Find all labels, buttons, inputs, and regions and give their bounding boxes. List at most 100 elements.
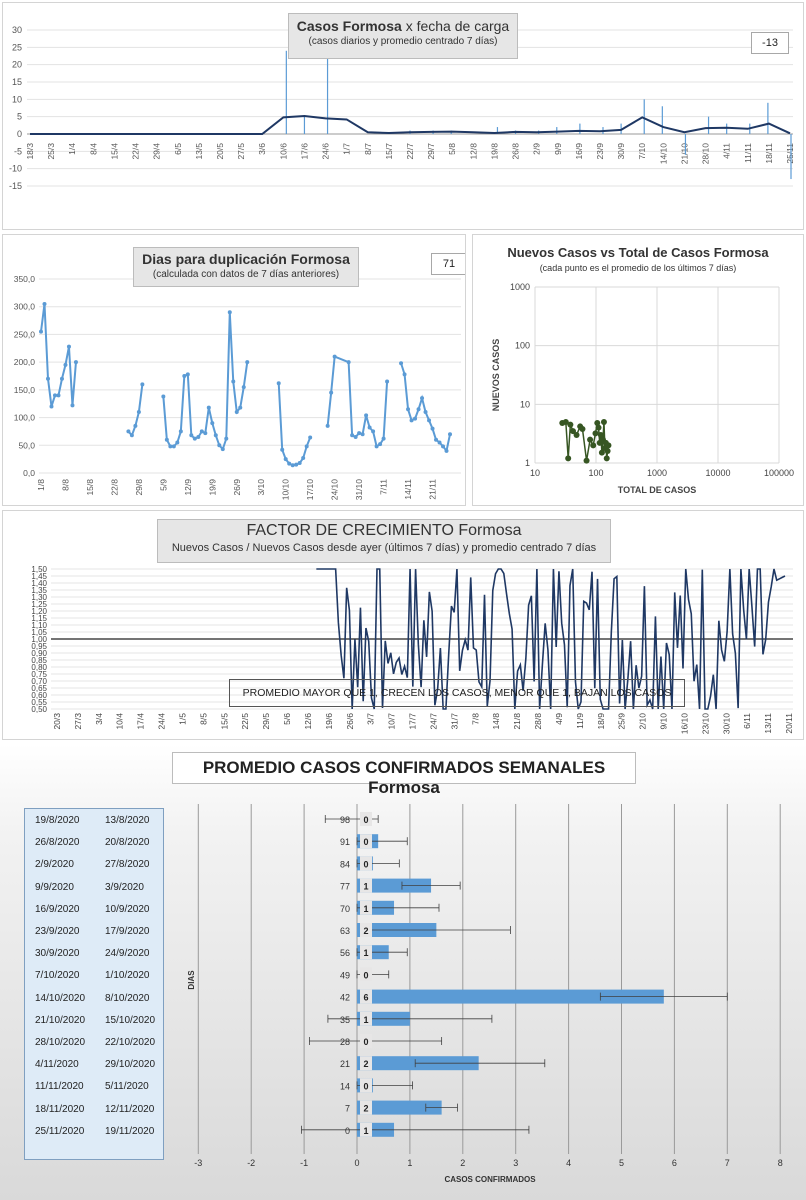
duplication-point	[357, 431, 362, 436]
days-label: 98	[340, 815, 350, 825]
week-start-date: 19/11/2020	[105, 1125, 155, 1137]
x-tick-label: 1	[407, 1158, 412, 1168]
y-tick-label: 0,55	[31, 698, 47, 707]
x-tick-label: 17/7	[408, 713, 418, 730]
y-tick-label: 10	[12, 94, 22, 104]
days-label: 49	[340, 970, 350, 980]
x-tick-label: -2	[247, 1158, 255, 1168]
y-tick-label: 300,0	[14, 302, 36, 312]
week-end-date: 16/9/2020	[35, 903, 80, 915]
duplication-point	[66, 344, 71, 349]
y-axis-label: DIAS	[187, 970, 196, 990]
week-end-date: 14/10/2020	[35, 992, 86, 1004]
casos-title-suffix: x fecha de carga	[405, 18, 510, 34]
scatter-point	[573, 432, 580, 439]
y-tick-label: 0,75	[31, 670, 47, 679]
duplication-point	[276, 381, 281, 386]
casos-chart-svg: 30 25 20 15 10 5 0 -5 -10 -15 18/3 25/3 1/4 8/4 15/4 22…	[9, 25, 795, 191]
x-tick-label: 19/6	[324, 713, 334, 730]
week-start-date: 5/11/2020	[105, 1081, 149, 1093]
duplicacion-title: Dias para duplicación Formosa	[142, 251, 350, 267]
x-tick-label: 22/7	[405, 143, 415, 160]
duplication-point	[140, 382, 145, 387]
duplication-point	[406, 407, 411, 412]
scatter-point	[570, 428, 577, 435]
x-tick-label: 29/7	[426, 143, 436, 160]
factor-chart-panel: 1,50 1,45 1,40 1,35 1,30 1,25 1,20 1,15 1,10 1,05…	[2, 510, 804, 740]
y-tick-label: 20	[12, 60, 22, 70]
x-tick-label: 19/8	[489, 143, 499, 160]
value-label: 0	[363, 859, 368, 869]
week-start-date: 24/9/2020	[105, 948, 150, 960]
x-tick-label: 29/4	[152, 143, 162, 160]
duplication-point	[367, 425, 372, 430]
days-label: 84	[340, 859, 350, 869]
x-tick-label: 28/10	[701, 143, 711, 165]
value-label-bg	[360, 1034, 372, 1048]
scatter-point	[562, 418, 569, 425]
x-tick-label: 1/4	[67, 143, 77, 155]
x-tick-label: 8/5	[198, 713, 208, 725]
days-label: 63	[340, 926, 350, 936]
x-tick-label: 24/4	[157, 713, 167, 730]
scatter-point	[592, 430, 599, 437]
week-start-date: 3/9/2020	[105, 881, 144, 893]
scatter-title: Nuevos Casos vs Total de Casos Formosa	[507, 245, 769, 260]
week-end-date: 28/10/2020	[35, 1037, 86, 1048]
duplication-point	[427, 418, 432, 423]
factor-annotation: PROMEDIO MAYOR QUE 1, CRECEN LOS CASOS, …	[242, 687, 672, 699]
x-tick-label: 1/5	[177, 713, 187, 725]
x-tick-label: 8	[778, 1158, 783, 1168]
duplicacion-chart-svg: 350,0 300,0 250,0 200,0 150,0 100,0 50,0 0,01/8…	[14, 274, 461, 501]
duplicacion-title-box: Dias para duplicación Formosa (calculada…	[133, 247, 359, 287]
duplication-point	[231, 379, 236, 384]
y-tick-label: -15	[9, 181, 22, 191]
scatter-point	[595, 424, 602, 431]
x-tick-label: 14/11	[403, 479, 413, 500]
x-tick-label: 31/10	[354, 479, 364, 501]
duplication-point	[402, 372, 407, 377]
y-tick-label: 100,0	[14, 413, 36, 423]
scatter-point	[605, 442, 612, 449]
duplication-point	[164, 437, 169, 442]
duplication-point	[39, 329, 43, 334]
factor-subtitle: Nuevos Casos / Nuevos Casos desde ayer (…	[171, 542, 597, 554]
x-tick-label: 4/11	[722, 143, 732, 159]
duplication-point	[283, 457, 288, 462]
y-tick-label: -5	[14, 146, 22, 156]
x-tick-label: 18/9	[596, 713, 606, 730]
duplication-point	[385, 379, 390, 384]
days-label: 14	[340, 1081, 350, 1091]
casos-title: Casos Formosa	[296, 18, 402, 34]
value-label: 1	[363, 904, 368, 914]
x-tick-label: 16/10	[679, 713, 689, 735]
week-start-date: 20/8/2020	[105, 837, 150, 849]
x-tick-label: 29/5	[261, 713, 271, 730]
duplication-point	[308, 435, 313, 440]
week-end-date: 9/9/2020	[35, 881, 74, 893]
x-tick-label: 7/11	[379, 479, 389, 495]
duplication-point	[301, 456, 306, 461]
x-tick-label: 20/5	[215, 143, 225, 160]
duplication-point	[129, 433, 134, 438]
x-tick-label: 7	[725, 1158, 730, 1168]
x-tick-label: 19/9	[207, 479, 217, 496]
duplication-point	[234, 410, 239, 415]
semanal-title-box: PROMEDIO CASOS CONFIRMADOS SEMANALES For…	[172, 752, 636, 797]
x-tick-label: 2/10	[638, 713, 648, 730]
duplication-point	[192, 436, 197, 441]
week-end-date: 25/11/2020	[35, 1125, 85, 1137]
y-tick-label: -10	[9, 164, 22, 174]
x-tick-label: 25/11	[785, 143, 795, 164]
week-end-date: 30/9/2020	[35, 948, 80, 960]
x-tick-label: 3/6	[257, 143, 267, 155]
value-label: 2	[363, 926, 368, 936]
x-tick-label: 10/6	[278, 143, 288, 160]
x-tick-label: 26/9	[232, 479, 242, 496]
x-tick-label: 25/9	[617, 713, 627, 730]
duplication-point	[360, 432, 365, 437]
value-label-bg	[360, 834, 372, 849]
x-tick-label: 25/3	[46, 143, 56, 160]
factor-title-suffix: Formosa	[458, 522, 522, 539]
